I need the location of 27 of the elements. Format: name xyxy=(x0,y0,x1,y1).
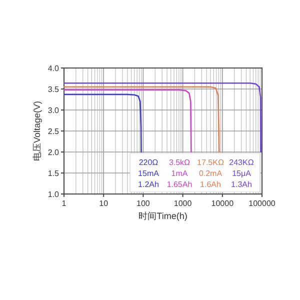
annotation: 1mA xyxy=(171,169,188,178)
annotation: 1.6Ah xyxy=(200,180,221,189)
series-label: 243KΩ xyxy=(229,158,254,167)
annotation: 1.3Ah xyxy=(231,180,252,189)
annotation: 1.65Ah xyxy=(166,180,192,189)
y-tick-label: 3.0 xyxy=(48,106,60,115)
series-label: 220Ω xyxy=(138,158,158,167)
annotation: 15mA xyxy=(138,169,160,178)
x-axis-title: 时间Time(h) xyxy=(138,211,188,221)
annotation: 0.2mA xyxy=(198,169,223,178)
y-tick-label: 2.5 xyxy=(48,127,60,136)
series-label: 3.5kΩ xyxy=(168,158,190,167)
x-tick-label: 1000 xyxy=(174,199,192,208)
annotation: 15μA xyxy=(232,169,252,178)
series-label: 17.5KΩ xyxy=(197,158,224,167)
y-tick-label: 3.5 xyxy=(48,85,60,94)
y-axis-title: 电压Voltage(V) xyxy=(32,100,42,162)
x-tick-label: 100000 xyxy=(248,199,276,208)
x-tick-label: 10000 xyxy=(211,199,234,208)
x-tick-label: 1 xyxy=(62,199,67,208)
y-tick-label: 2.0 xyxy=(48,148,60,157)
x-tick-label: 10 xyxy=(99,199,109,208)
y-tick-label: 4.0 xyxy=(48,64,60,73)
y-tick-label: 1.0 xyxy=(48,190,60,199)
y-tick-label: 1.5 xyxy=(48,169,60,178)
x-tick-label: 100 xyxy=(136,199,150,208)
annotation: 1.2Ah xyxy=(138,180,159,189)
